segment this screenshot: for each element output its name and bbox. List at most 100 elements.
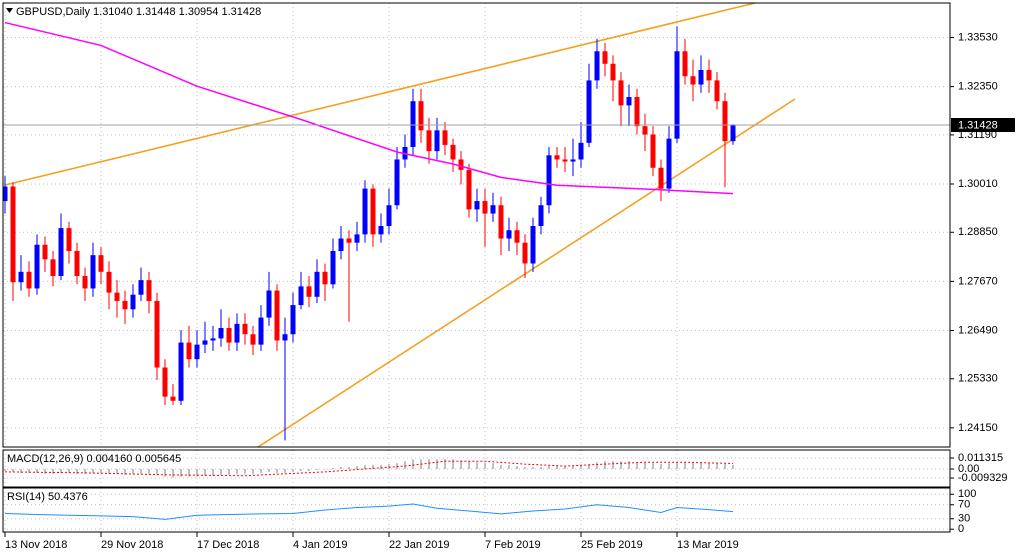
candle-body (730, 125, 736, 142)
macd-bar (356, 466, 358, 469)
candle-body (122, 300, 128, 310)
candle-body (538, 205, 544, 227)
candle-body (242, 323, 248, 335)
candle-body (74, 251, 80, 276)
candle-body (26, 271, 32, 289)
macd-bar (732, 464, 734, 469)
macd-bar (28, 468, 30, 473)
candle-body (594, 51, 600, 81)
y-tick-label: -0.009329 (958, 472, 1008, 484)
candle-body (218, 327, 224, 339)
macd-bar (292, 468, 294, 472)
x-tick-label: 4 Jan 2019 (293, 539, 347, 551)
candle-body (66, 228, 72, 252)
candle-body (154, 300, 160, 368)
panel-title: MACD(12,26,9) 0.004160 0.005645 (7, 453, 181, 465)
macd-bar (300, 468, 302, 471)
text-layer: 13 Nov 2018 29 Nov 2018 17 Dec 2018 4 Jan 2… (4, 6, 1015, 551)
macd-bar (476, 462, 478, 469)
macd-bar (556, 466, 558, 469)
candle-body (458, 159, 464, 170)
macd-bar (460, 460, 462, 469)
macd-bar (596, 462, 598, 469)
macd-bar (620, 461, 622, 469)
macd-bar (404, 461, 406, 469)
trend-line-lower (257, 98, 796, 447)
macd-bar (4, 468, 6, 471)
candle-body (106, 271, 112, 293)
macd-bar (492, 463, 494, 469)
macd-bar (92, 468, 94, 473)
candle-body (210, 338, 216, 341)
macd-bar (324, 468, 326, 470)
macd-bar (532, 467, 534, 469)
candle-body (130, 294, 136, 310)
menu-triangle[interactable] (6, 8, 13, 13)
macd-bar (444, 459, 446, 469)
candle-body (282, 334, 288, 341)
y-tick-label: 0.011315 (958, 452, 1003, 464)
candle-body (250, 334, 256, 345)
macd-bar (132, 468, 134, 474)
macd-bar (660, 464, 662, 469)
candle-body (578, 142, 584, 160)
candle-body (394, 159, 400, 206)
candle-body (674, 51, 680, 139)
macd-bar (540, 467, 542, 469)
candle-body (346, 238, 352, 243)
candle-body (186, 342, 192, 360)
macd-bar (388, 464, 390, 469)
macd-bar (572, 466, 574, 469)
candle-body (146, 280, 152, 301)
candle-body (586, 80, 592, 143)
candle-body (98, 255, 104, 272)
candle-body (34, 244, 40, 289)
macd-bar (524, 467, 526, 469)
macd-bar (412, 459, 414, 469)
macd-bar (468, 461, 470, 469)
current-price-label: 1.31428 (958, 119, 998, 131)
candle-body (50, 259, 56, 276)
macd-bar (44, 468, 46, 474)
candle-body (650, 134, 656, 168)
candle-body (82, 275, 88, 289)
candle-body (434, 130, 440, 152)
candle-body (570, 159, 576, 162)
macd-bar (316, 468, 318, 470)
macd-bar (148, 468, 150, 474)
candle-body (610, 63, 616, 81)
candle-body (362, 188, 368, 235)
candle-body (138, 280, 144, 295)
candle-body (378, 226, 384, 235)
y-tick-label: 100 (958, 488, 976, 500)
candle-body (490, 205, 496, 214)
candle-body (322, 271, 328, 285)
x-tick-label: 25 Feb 2019 (581, 539, 643, 551)
x-tick-label: 13 Nov 2018 (5, 539, 67, 551)
macd-bar (628, 461, 630, 469)
macd-bar (580, 465, 582, 469)
candle-body (522, 242, 528, 264)
macd-bar (196, 468, 198, 477)
macd-bar (204, 468, 206, 476)
candle-body (330, 251, 336, 285)
y-tick-label: 1.24150 (958, 422, 998, 434)
grid-layer (3, 3, 950, 532)
candle-body (162, 367, 168, 397)
macd-bar (428, 459, 430, 469)
macd-bar (236, 468, 238, 474)
macd-bar (268, 468, 270, 472)
macd-bar (84, 468, 86, 474)
panel-title: GBPUSD,Daily 1.31040 1.31448 1.30954 1.3… (16, 6, 261, 18)
macd-bar (724, 464, 726, 469)
candle-body (706, 69, 712, 81)
candle-body (562, 159, 568, 162)
macd-bar (604, 461, 606, 469)
candle-body (314, 271, 320, 297)
macd-bar (76, 468, 78, 474)
macd-bar (52, 468, 54, 474)
candle-body (90, 255, 96, 289)
macd-bar (12, 468, 14, 472)
